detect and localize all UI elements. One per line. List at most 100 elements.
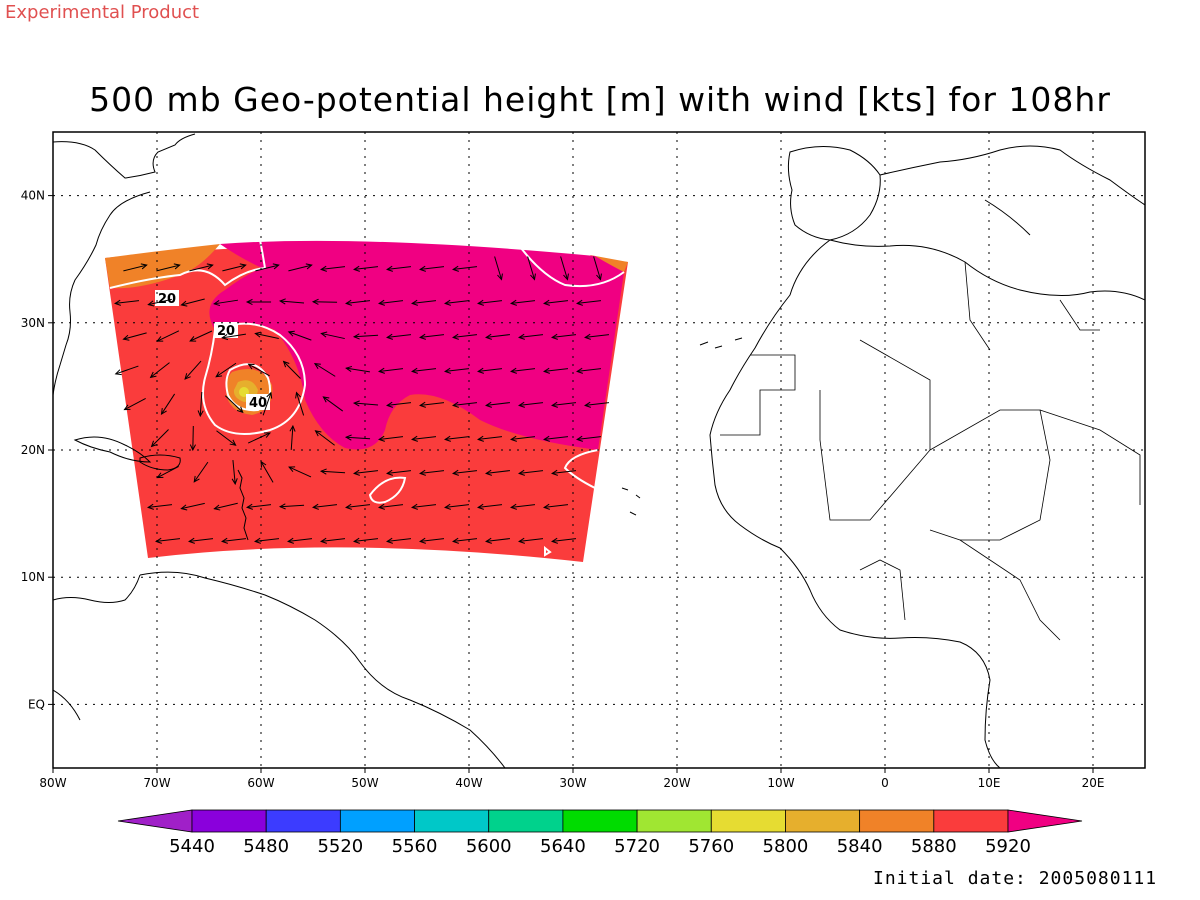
field-5920-band	[209, 240, 624, 450]
mediterranean-coast	[879, 145, 1145, 236]
wind-arrow-head	[287, 537, 294, 544]
wind-arrow-head	[386, 537, 393, 544]
colorbar-swatch	[265, 809, 341, 833]
wind-arrow	[544, 504, 569, 508]
wind-arrow-head	[485, 537, 492, 544]
wind-arrow-head	[452, 401, 459, 408]
wind-arrow-head	[352, 333, 360, 340]
wind-arrow	[387, 538, 412, 542]
wind-arrow	[123, 264, 147, 272]
wind-arrow	[519, 470, 544, 474]
wind-arrow-head	[543, 367, 550, 374]
wind-contour-20-storm	[202, 322, 307, 435]
wind-arrow-head	[155, 537, 162, 544]
wind-arrow-head	[353, 265, 360, 272]
wind-arrow	[387, 402, 412, 406]
colorbar-label: 5440	[169, 836, 215, 857]
wind-arrow-head	[193, 475, 200, 483]
wind-arrow	[222, 264, 246, 272]
wind-arrow-head	[444, 299, 451, 306]
lon-tick-label: 0	[881, 776, 889, 790]
wind-arrow-head	[543, 435, 550, 442]
colorbar-swatch	[710, 809, 786, 833]
lon-tick-label: 30W	[559, 776, 586, 790]
border-line-2	[819, 339, 931, 521]
wind-arrow	[552, 470, 577, 474]
wind-arrow	[280, 300, 305, 304]
wind-arrow-head	[160, 408, 167, 416]
wind-arrow-head	[150, 440, 158, 448]
wind-contour-small-2	[544, 545, 552, 557]
colorbar: 5440 5480 5520 5560 5600 5640 5720 5760 5800 5840…	[117, 809, 1083, 857]
wind-vectors	[114, 256, 610, 544]
wind-arrow-head	[452, 333, 459, 340]
contour-label: 20	[217, 324, 235, 339]
wind-arrow	[544, 436, 569, 440]
wind-arrow	[199, 391, 203, 417]
lon-tick-label: 80W	[39, 776, 66, 790]
wind-arrow-head	[288, 466, 296, 472]
lon-tick-label: 20E	[1082, 776, 1105, 790]
wind-arrow	[420, 334, 445, 338]
wind-arrow-head	[419, 401, 426, 408]
wind-arrow	[412, 368, 437, 372]
wind-arrow-head	[245, 298, 253, 306]
wind-arrow-head	[229, 439, 237, 446]
wind-arrow	[519, 538, 544, 542]
wind-arrow-head	[189, 444, 196, 452]
wind-arrow-head	[596, 273, 602, 281]
wind-arrow-head	[254, 537, 261, 544]
wind-arrow-head	[278, 298, 286, 305]
wind-arrow	[115, 300, 140, 304]
wind-arrow-head	[510, 503, 517, 510]
wind-arrow-head	[497, 273, 503, 281]
wind-arrow-head	[419, 333, 426, 340]
border-line-3	[929, 409, 1051, 541]
lat-tick-label: EQ	[28, 697, 45, 711]
wind-arrow-head	[411, 503, 418, 510]
wind-arrow-head	[485, 401, 492, 408]
wind-arrow	[354, 470, 379, 474]
wind-arrow-head	[452, 469, 459, 476]
wind-arrow-head	[312, 503, 319, 510]
wind-arrow-head	[266, 391, 273, 399]
wind-arrow	[346, 367, 370, 373]
wind-arrow-head	[247, 363, 255, 370]
wind-contour-southeast	[563, 449, 599, 489]
wind-arrow	[148, 298, 172, 306]
wind-arrow	[148, 504, 173, 508]
colorbar-label: 5520	[317, 836, 363, 857]
cape-verde-islands	[621, 487, 641, 516]
north-america-coast	[53, 133, 196, 396]
wind-arrow	[150, 362, 170, 378]
colorbar-swatch	[933, 809, 1009, 833]
lon-tick-label: 20W	[663, 776, 690, 790]
wind-contour-20-north	[109, 239, 266, 289]
wind-arrow-head	[353, 537, 360, 544]
lon-tick-label: 10W	[767, 776, 794, 790]
wind-arrow-head	[551, 537, 558, 544]
wind-arrow-head	[345, 503, 352, 510]
wind-arrow	[420, 470, 445, 474]
contour-label-bg	[214, 322, 238, 338]
hispaniola-island	[139, 454, 181, 471]
wind-arrow	[346, 504, 371, 508]
colorbar-label: 5720	[614, 836, 660, 857]
wind-arrow-head	[319, 468, 327, 475]
wind-arrow-head	[378, 503, 385, 510]
wind-arrow-head	[551, 333, 558, 340]
wind-contour-small	[368, 476, 407, 504]
colorbar-swatch	[562, 809, 638, 833]
wind-arrow	[478, 436, 503, 440]
wind-arrow-head	[272, 263, 280, 270]
wind-arrow	[420, 266, 445, 270]
wind-arrow	[288, 466, 312, 478]
wind-arrow-head	[345, 365, 353, 372]
wind-arrow-head	[188, 537, 195, 544]
contour-label: 40	[249, 396, 267, 411]
wind-arrow-head	[122, 334, 130, 341]
height-field	[105, 240, 628, 562]
wind-arrow-head	[518, 401, 525, 408]
axis-labels: 80W 70W 60W 50W 40W 30W 20W 10W 0 10E 20E 40N 30N 20N…	[21, 189, 1105, 790]
wind-arrow	[354, 266, 379, 270]
